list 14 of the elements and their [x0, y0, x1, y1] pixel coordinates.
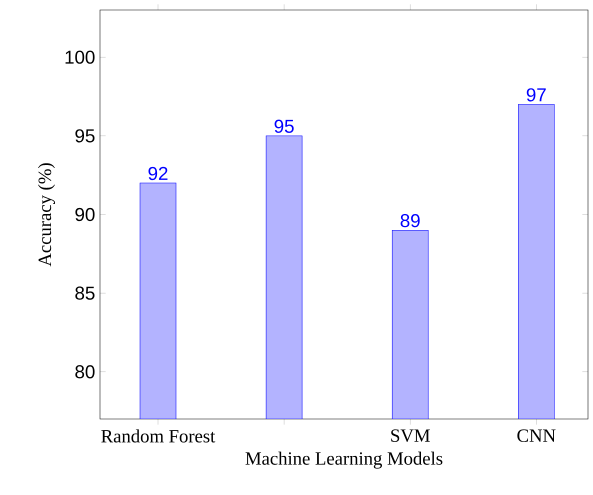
y-tick-label: 100 — [66, 50, 95, 64]
x-tick-label: SVM — [391, 429, 430, 442]
data-label: 92 — [148, 166, 168, 180]
data-label: 95 — [274, 120, 294, 133]
y-tick-label: 90 — [75, 208, 95, 222]
y-tick-label: 85 — [75, 286, 95, 300]
y-tick-label: 80 — [75, 365, 95, 378]
y-axis-title: Accuracy (%) — [38, 163, 56, 266]
x-axis-title: Machine Learning Models — [246, 452, 442, 469]
y-tick-label: 95 — [75, 129, 95, 142]
data-label: 97 — [526, 88, 546, 102]
x-tick-label: CNN — [517, 429, 556, 442]
x-tick-label: Random Forest — [101, 429, 216, 443]
data-label: 89 — [400, 214, 420, 228]
